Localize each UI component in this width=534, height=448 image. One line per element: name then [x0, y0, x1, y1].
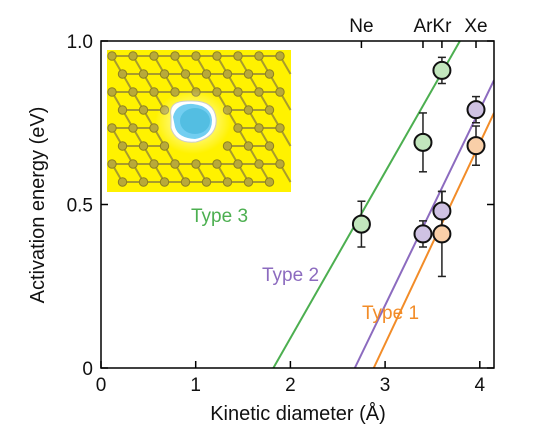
y-tick-label: 0	[82, 359, 93, 380]
series-labels: Type 3 Type 2 Type 1	[191, 206, 419, 324]
data-points	[351, 60, 486, 244]
fit-line-1	[272, 41, 461, 368]
top-tick-label: Xe	[464, 16, 487, 37]
data-point	[413, 132, 433, 152]
series-label: Type 2	[262, 265, 319, 286]
y-axis-label: Activation energy (eV)	[27, 107, 49, 304]
data-point	[413, 224, 433, 244]
x-tick-label: 4	[475, 375, 486, 396]
x-tick-label: 0	[96, 375, 107, 396]
x-tick-label: 2	[285, 375, 296, 396]
data-point	[432, 201, 452, 221]
fit-lines	[272, 41, 494, 368]
top-tick-label: Ar	[413, 16, 433, 37]
x-axis: 0 1 2 3 4	[96, 361, 486, 396]
top-tick-label: Kr	[432, 16, 452, 37]
y-tick-label: 1.0	[67, 32, 93, 53]
top-tick-label: Ne	[349, 16, 373, 37]
data-point	[466, 100, 486, 120]
x-tick-label: 1	[190, 375, 201, 396]
series-label: Type 3	[191, 206, 248, 227]
top-axis: Ne Ar Kr Xe	[349, 16, 488, 48]
y-axis: 0 0.5 1.0	[67, 32, 494, 380]
fit-line-2	[353, 79, 494, 368]
data-point	[466, 136, 486, 156]
x-tick-label: 3	[380, 375, 391, 396]
series-label: Type 1	[362, 303, 419, 324]
y-tick-label: 0.5	[67, 196, 93, 217]
data-point	[432, 224, 452, 244]
data-point	[432, 60, 452, 80]
fit-line-3	[372, 112, 494, 368]
error-bars	[357, 56, 481, 278]
inset-membrane-illustration	[107, 50, 292, 192]
data-point	[351, 214, 371, 234]
x-axis-label: Kinetic diameter (Å)	[210, 402, 386, 425]
